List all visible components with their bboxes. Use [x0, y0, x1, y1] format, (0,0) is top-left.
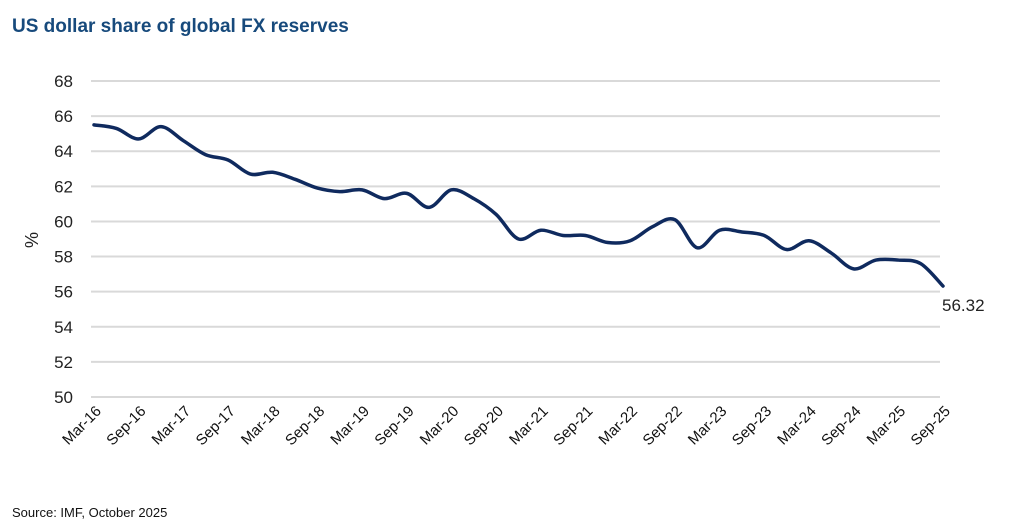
gridlines	[91, 80, 940, 398]
x-tick-label: Mar-19	[327, 403, 373, 449]
y-tick-label: 52	[54, 353, 73, 372]
x-tick-label: Sep-23	[729, 403, 775, 449]
x-tick-label: Sep-17	[193, 403, 239, 449]
data-label-last-value: 56.32	[942, 296, 985, 315]
x-tick-label: Sep-24	[818, 403, 864, 449]
x-tick-label: Sep-25	[908, 403, 954, 449]
y-axis-ticks: 50 52 54 56 58 60 62 64 66 68	[54, 72, 73, 407]
x-tick-label: Sep-19	[371, 403, 417, 449]
chart-title: US dollar share of global FX reserves	[12, 16, 349, 37]
y-tick-label: 68	[54, 72, 73, 91]
x-tick-label: Mar-16	[59, 403, 105, 449]
source-note: Source: IMF, October 2025	[12, 505, 168, 520]
x-tick-label: Sep-22	[639, 403, 685, 449]
x-tick-label: Mar-17	[149, 403, 195, 449]
y-axis-label: %	[22, 232, 42, 248]
y-tick-label: 62	[54, 177, 73, 196]
x-tick-label: Mar-21	[506, 403, 552, 449]
x-tick-label: Mar-20	[417, 403, 463, 449]
y-tick-label: 56	[54, 283, 73, 302]
x-tick-label: Mar-25	[864, 403, 910, 449]
x-tick-label: Sep-20	[461, 403, 507, 449]
y-tick-label: 60	[54, 212, 73, 231]
x-tick-label: Mar-18	[238, 403, 284, 449]
x-tick-label: Sep-18	[282, 403, 328, 449]
x-tick-label: Sep-16	[103, 403, 149, 449]
series-line-us-dollar-share	[92, 123, 945, 288]
y-tick-label: 64	[54, 142, 73, 161]
y-tick-label: 54	[54, 318, 73, 337]
x-tick-label: Mar-24	[774, 403, 820, 449]
y-tick-label: 66	[54, 107, 73, 126]
x-tick-label: Mar-23	[685, 403, 731, 449]
data-points	[93, 123, 945, 287]
y-tick-label: 50	[54, 388, 73, 407]
x-tick-label: Mar-22	[595, 403, 641, 449]
x-tick-label: Sep-21	[550, 403, 596, 449]
y-tick-label: 58	[54, 248, 73, 267]
